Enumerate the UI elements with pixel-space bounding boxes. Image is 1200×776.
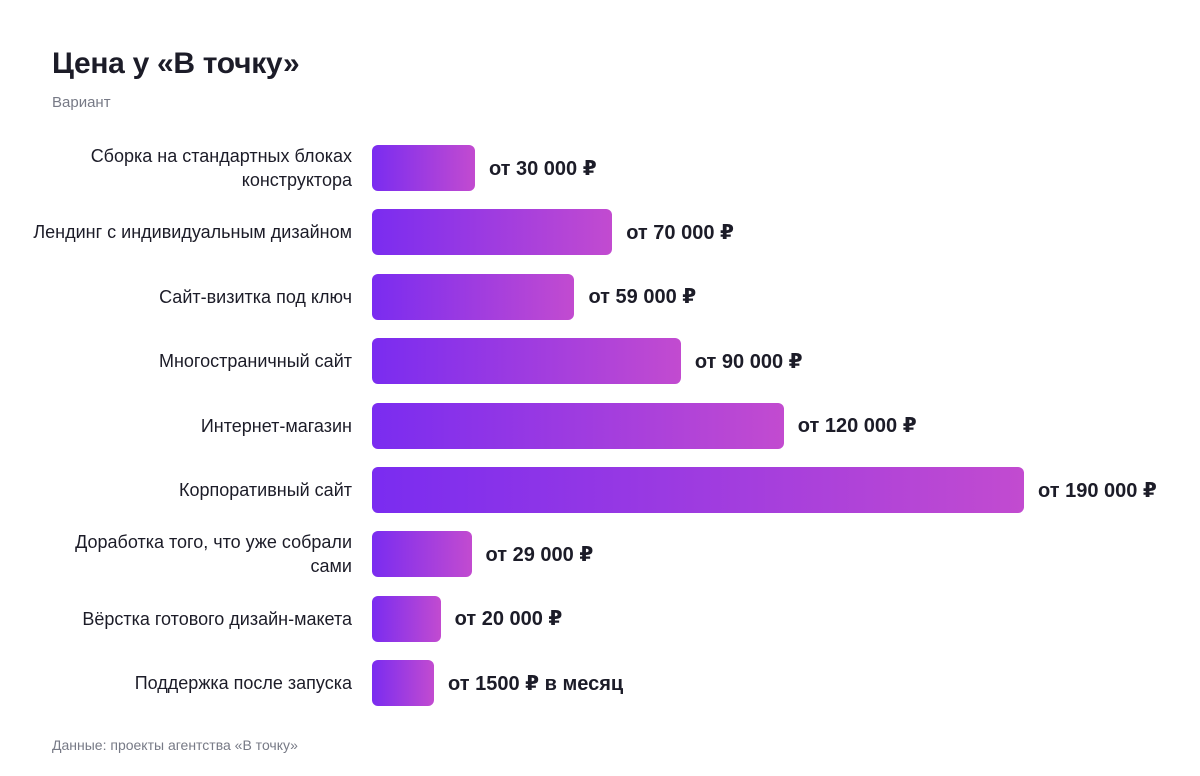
bar-row: Лендинг с индивидуальным дизайном от 70 0… xyxy=(0,209,1200,256)
bar-row: Поддержка после запуска от 1500 ₽ в месяц xyxy=(0,660,1200,707)
bar xyxy=(372,595,441,642)
bar-row: Интернет-магазин от 120 000 ₽ xyxy=(0,402,1200,449)
bar-row: Сборка на стандартных блоках конструктор… xyxy=(0,145,1200,191)
bar-value-label: от 29 000 ₽ xyxy=(485,543,594,566)
bar-value-label: от 59 000 ₽ xyxy=(588,286,697,309)
bar-value-label: от 190 000 ₽ xyxy=(1038,479,1157,502)
category-label: Корпоративный сайт xyxy=(179,480,352,500)
category-label: Многостраничный сайт xyxy=(158,351,352,372)
bar-value-label: от 70 000 ₽ xyxy=(626,221,734,244)
category-label: Лендинг с индивидуальным дизайном xyxy=(33,222,352,243)
bar-value-label: от 30 000 ₽ xyxy=(488,157,597,180)
category-label: Сборка на стандартных блоках конструктор… xyxy=(90,146,352,190)
bar-row: Доработка того, что уже собрали сами от 2… xyxy=(0,531,1200,578)
chart-source-note: Данные: проекты агентства «В точку» xyxy=(52,737,298,753)
bar xyxy=(372,338,681,385)
category-label: Интернет-магазин xyxy=(200,415,352,436)
chart-subtitle: Вариант xyxy=(52,94,111,111)
bar-row: Многостраничный сайт от 90 000 ₽ xyxy=(0,338,1200,385)
bar xyxy=(372,209,613,256)
chart-title: Цена у «В точку» xyxy=(52,47,300,80)
category-label: Вёрстка готового дизайн-макета xyxy=(82,608,352,629)
bar-value-label: от 120 000 ₽ xyxy=(797,415,917,438)
bar xyxy=(372,273,575,320)
bar xyxy=(372,531,472,578)
bar xyxy=(372,660,434,707)
bar xyxy=(372,467,1024,513)
category-label: Сайт-визитка под ключ xyxy=(159,286,352,307)
bar-row: Вёрстка готового дизайн-макета от 20 000 … xyxy=(0,595,1200,642)
bar-value-label: от 1500 ₽ в месяц xyxy=(448,672,624,695)
bar xyxy=(372,145,475,191)
bar-row: Сайт-визитка под ключ от 59 000 ₽ xyxy=(0,273,1200,320)
bar-value-label: от 90 000 ₽ xyxy=(694,350,803,373)
category-label: Поддержка после запуска xyxy=(134,673,352,694)
category-label: Доработка того, что уже собрали сами xyxy=(75,532,352,577)
bar-row: Корпоративный сайт от 190 000 ₽ xyxy=(0,467,1200,513)
bar xyxy=(372,402,784,449)
bar-value-label: от 20 000 ₽ xyxy=(454,608,563,631)
